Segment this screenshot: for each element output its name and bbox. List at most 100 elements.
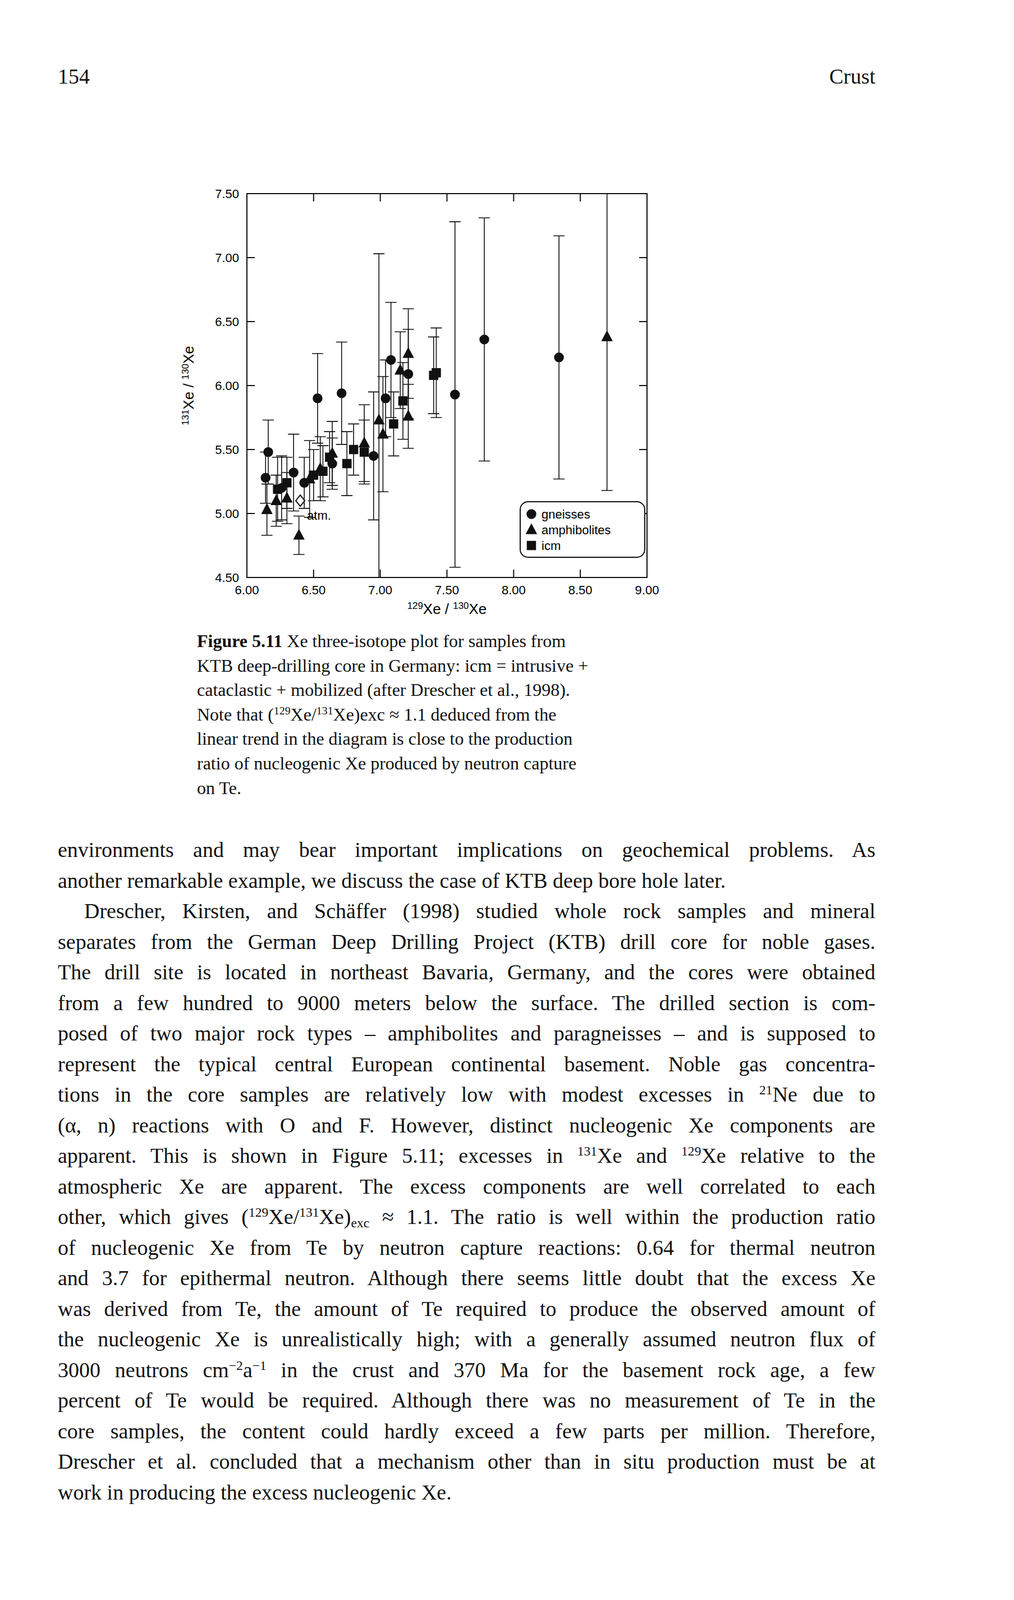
x-tick	[446, 569, 448, 578]
body-line: from a few hundred to 9000 meters below …	[57, 987, 876, 1018]
data-point	[262, 503, 273, 514]
error-bar	[428, 336, 440, 414]
error-bar	[336, 341, 348, 444]
y-tick-label: 7.50	[214, 186, 240, 201]
data-point	[288, 468, 298, 477]
data-point	[313, 393, 323, 403]
caption-line: ratio of nucleogenic Xe produced by neut…	[196, 751, 577, 775]
y-tick	[639, 384, 648, 387]
y-tick	[246, 193, 255, 195]
data-point	[325, 452, 334, 462]
x-tick	[313, 569, 315, 578]
y-tick-label: 6.00	[214, 378, 240, 393]
body-line: percent of Te would be required. Althoug…	[57, 1384, 876, 1416]
data-point	[450, 390, 460, 399]
x-tick	[379, 569, 382, 578]
body-line: was derived from Te, the amount of Te re…	[57, 1293, 876, 1324]
x-tick-label: 7.50	[434, 583, 460, 598]
data-point	[429, 370, 438, 380]
body-line: separates from the German Deep Drilling …	[57, 926, 876, 957]
y-tick-label: 4.50	[214, 570, 240, 585]
data-point	[281, 492, 292, 503]
x-tick	[512, 193, 515, 202]
x-tick-label: 9.00	[635, 583, 660, 598]
data-point	[294, 529, 305, 540]
legend-box	[520, 501, 645, 558]
x-tick	[246, 569, 248, 578]
running-title: Crust	[829, 63, 876, 89]
error-bar	[601, 193, 613, 491]
error-bar	[259, 452, 272, 504]
y-axis-label: 131Xe / 130Xe	[180, 345, 198, 426]
error-bar	[449, 221, 461, 568]
body-line: Drescher et al. concluded that a mechani…	[57, 1446, 876, 1477]
chart: 6.00 6.50 7.00 7.50 8.00 8.50 9.00 4.50 5.00 5.50…	[0, 0, 1014, 635]
reference-point	[295, 494, 305, 507]
data-point	[369, 451, 379, 461]
x-tick	[379, 193, 382, 202]
data-point	[349, 445, 359, 454]
data-point	[360, 447, 369, 457]
x-tick-label: 7.00	[368, 583, 393, 598]
data-point	[377, 428, 388, 439]
x-tick-label: 8.00	[501, 583, 526, 598]
body-line: other, which gives (129Xe/131Xe)exc ≈ 1.…	[57, 1201, 876, 1232]
body-line: and 3.7 for epithermal neutron. Although…	[57, 1262, 876, 1293]
data-point	[318, 466, 328, 476]
legend-marker	[526, 524, 537, 534]
body-line: (α, n) reactions with O and F. However, …	[57, 1109, 876, 1141]
body-line: the nucleogenic Xe is unrealistically hi…	[57, 1323, 876, 1355]
y-tick	[639, 193, 648, 195]
data-point	[403, 410, 414, 421]
y-tick	[246, 512, 255, 515]
data-point	[337, 388, 347, 398]
data-point	[479, 335, 489, 344]
x-tick-label: 8.50	[568, 583, 593, 598]
legend-label: amphibolites	[541, 522, 612, 538]
data-point	[386, 355, 396, 365]
error-bar	[358, 420, 370, 485]
error-bar	[261, 484, 273, 536]
data-point	[263, 447, 273, 457]
body-line: work in producing the excess nucleogenic…	[57, 1476, 452, 1508]
caption-line: Note that (129Xe/131Xe)exc ≈ 1.1 deduced…	[196, 703, 557, 726]
body-line: tions in the core samples are relatively…	[57, 1079, 876, 1110]
legend-marker	[526, 509, 536, 519]
x-tick	[313, 193, 315, 202]
body-line: The drill site is located in northeast B…	[57, 956, 876, 988]
caption-line: KTB deep-drilling core in Germany: icm =…	[196, 654, 589, 677]
data-point	[389, 419, 398, 429]
y-tick	[639, 320, 648, 323]
body-line: apparent. This is shown in Figure 5.11; …	[57, 1140, 876, 1171]
error-bar	[272, 457, 284, 522]
x-tick	[446, 193, 448, 202]
data-point	[260, 473, 270, 483]
data-point	[282, 478, 292, 488]
x-tick	[646, 193, 648, 202]
body-line: Drescher, Kirsten, and Schäffer (1998) s…	[84, 895, 876, 926]
x-tick	[246, 193, 248, 202]
body-line: represent the typical central European c…	[57, 1048, 876, 1080]
caption-line: cataclastic + mobilized (after Drescher …	[196, 678, 571, 701]
y-tick-label: 6.50	[214, 314, 240, 329]
y-tick	[246, 448, 255, 451]
legend-label: icm	[541, 538, 561, 553]
data-point	[359, 437, 370, 448]
data-point	[273, 484, 282, 494]
legend-marker	[527, 541, 536, 550]
y-tick	[246, 576, 255, 578]
error-bar	[293, 516, 305, 555]
x-tick-label: 6.50	[301, 583, 326, 598]
y-tick	[246, 384, 255, 387]
data-point	[403, 347, 414, 358]
y-tick-label: 5.50	[214, 442, 240, 457]
y-tick-label: 5.00	[214, 506, 240, 521]
data-point	[309, 470, 318, 480]
error-bar	[402, 384, 415, 449]
x-tick	[512, 569, 515, 578]
error-bar	[387, 391, 399, 456]
error-bar	[308, 449, 320, 501]
caption-line: on Te.	[196, 776, 242, 800]
body-line: another remarkable example, we discuss t…	[57, 865, 726, 896]
y-tick	[246, 320, 255, 323]
